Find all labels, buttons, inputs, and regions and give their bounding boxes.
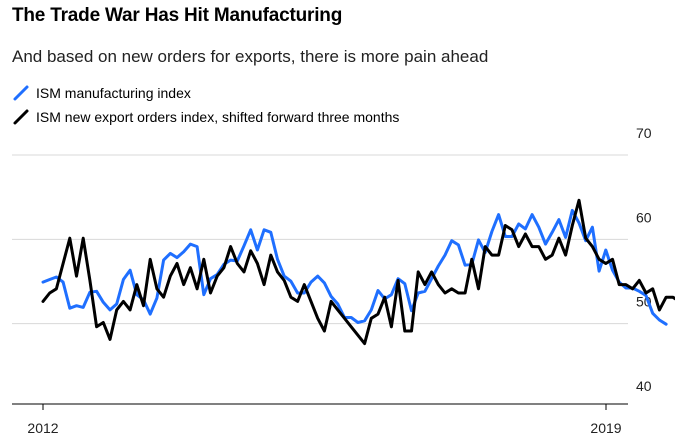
legend-swatch-blue (13, 85, 29, 101)
series-line-export-orders (41, 198, 675, 346)
legend-item-export-orders: ISM new export orders index, shifted for… (12, 105, 399, 129)
y-tick-label-40: 40 (636, 378, 652, 394)
legend-label-ism-manufacturing: ISM manufacturing index (36, 85, 191, 101)
legend-swatch-black (13, 109, 29, 125)
legend-label-export-orders: ISM new export orders index, shifted for… (36, 109, 400, 125)
legend: ISM manufacturing index ISM new export o… (12, 81, 399, 129)
x-tick-label-2019: 2019 (590, 420, 621, 436)
y-tick-label-70: 70 (636, 125, 652, 141)
legend-item-ism-manufacturing: ISM manufacturing index (12, 81, 399, 105)
y-tick-label-60: 60 (636, 209, 652, 225)
x-tick-label-2012: 2012 (27, 420, 58, 436)
chart-subtitle: And based on new orders for exports, the… (12, 47, 489, 66)
series-line-ism-manufacturing (41, 208, 668, 326)
chart-title: The Trade War Has Hit Manufacturing (12, 5, 343, 26)
